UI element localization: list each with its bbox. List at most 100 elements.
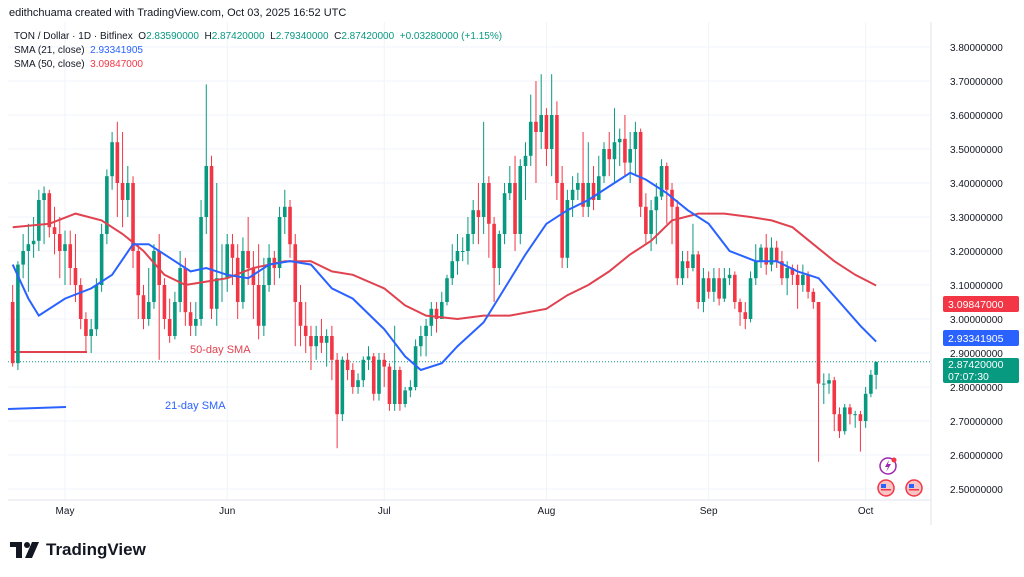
candle-body — [717, 278, 721, 299]
candle — [194, 302, 198, 336]
candle — [246, 217, 250, 285]
candle — [26, 223, 31, 292]
price-tick-label: 3.60000000 — [950, 111, 1003, 122]
candle-body — [246, 251, 250, 268]
candle — [141, 285, 146, 330]
sma50-annotation: 50-day SMA — [190, 344, 251, 356]
candle-body — [455, 251, 460, 262]
candle — [73, 234, 78, 302]
candle-body — [654, 196, 659, 211]
sma21-legend-row[interactable]: SMA (21, close) 2.93341905 — [14, 44, 502, 58]
candle — [403, 387, 407, 408]
candle-body — [445, 278, 449, 302]
tradingview-logo[interactable]: TradingView — [10, 540, 146, 560]
symbol-label[interactable]: TON / Dollar · 1D · Bitfinex — [14, 31, 133, 42]
candle-body — [743, 312, 748, 319]
candle-body — [146, 302, 151, 319]
us-flag-icon[interactable] — [877, 479, 895, 497]
candle-body — [675, 206, 680, 279]
candle — [392, 325, 397, 411]
candle-body — [680, 261, 685, 279]
candle-body — [16, 264, 20, 364]
candle-body — [842, 407, 847, 432]
candle-body — [837, 414, 842, 432]
candle-body — [602, 149, 606, 177]
candle — [842, 404, 847, 435]
candle-body — [178, 268, 182, 302]
candle — [570, 176, 575, 217]
candle — [146, 268, 151, 326]
countdown-text: 07:07:30 — [948, 371, 989, 383]
candle-body — [267, 257, 271, 285]
candle — [450, 244, 455, 285]
candle-body — [68, 244, 73, 268]
candle — [680, 251, 685, 285]
candle — [607, 132, 612, 177]
candle — [366, 346, 371, 370]
candle-body — [848, 407, 852, 415]
candle-body — [544, 115, 549, 149]
candle — [288, 200, 292, 258]
candle — [753, 244, 758, 285]
candle — [345, 353, 350, 381]
candle — [528, 94, 533, 166]
candle — [42, 186, 46, 245]
candle — [827, 373, 831, 394]
candle — [555, 101, 559, 200]
sma50-badge-text: 3.09847000 — [948, 299, 1004, 311]
candle — [701, 268, 706, 313]
sma50-legend-row[interactable]: SMA (50, close) 3.09847000 — [14, 58, 502, 72]
candle — [513, 155, 517, 251]
grid — [8, 22, 932, 525]
candle-body — [801, 274, 805, 285]
candle-body — [623, 138, 627, 163]
candle — [617, 128, 622, 166]
low-label: L — [270, 31, 276, 42]
candle-body — [685, 261, 690, 268]
candle-body — [534, 121, 538, 132]
sma21-annotation: 21-day SMA — [165, 400, 226, 412]
candle — [335, 353, 339, 449]
candle-body — [471, 210, 475, 234]
us-flag-icon[interactable] — [905, 479, 923, 497]
candle-body — [434, 308, 439, 319]
candle — [811, 288, 816, 309]
candle-body — [759, 247, 763, 262]
candle — [162, 278, 167, 330]
candle-body — [120, 183, 125, 200]
candle-body — [764, 247, 769, 265]
candle — [460, 237, 465, 262]
candle-body — [152, 251, 156, 302]
candle — [10, 285, 15, 367]
candle-body — [26, 244, 31, 251]
candle — [214, 183, 219, 326]
candle — [565, 189, 570, 268]
candle — [832, 376, 837, 432]
time-tick-label: May — [56, 506, 75, 517]
candle-body — [419, 336, 423, 347]
candle — [487, 176, 491, 258]
candle-body — [356, 380, 360, 387]
open-label: O — [138, 31, 147, 42]
candle — [848, 404, 852, 425]
candle-body — [63, 244, 67, 251]
candle — [63, 230, 67, 285]
candle — [738, 298, 742, 326]
time-axis[interactable]: May Jun Jul Aug Sep Oct — [56, 506, 874, 517]
candle — [131, 176, 135, 268]
candle — [696, 251, 700, 309]
lightning-icon[interactable] — [879, 457, 897, 475]
candle-body — [162, 285, 167, 319]
candle — [816, 302, 821, 462]
candle-body — [502, 193, 507, 234]
candle — [235, 244, 240, 319]
candle-body — [340, 359, 345, 415]
price-tick-label: 3.30000000 — [950, 213, 1003, 224]
candle-body — [398, 370, 402, 404]
candle — [612, 108, 617, 183]
candle-body — [52, 227, 57, 234]
price-axis[interactable]: 3.80000000 3.70000000 3.60000000 3.50000000… — [950, 43, 1003, 496]
candle-body — [31, 240, 36, 245]
candle — [110, 132, 114, 190]
